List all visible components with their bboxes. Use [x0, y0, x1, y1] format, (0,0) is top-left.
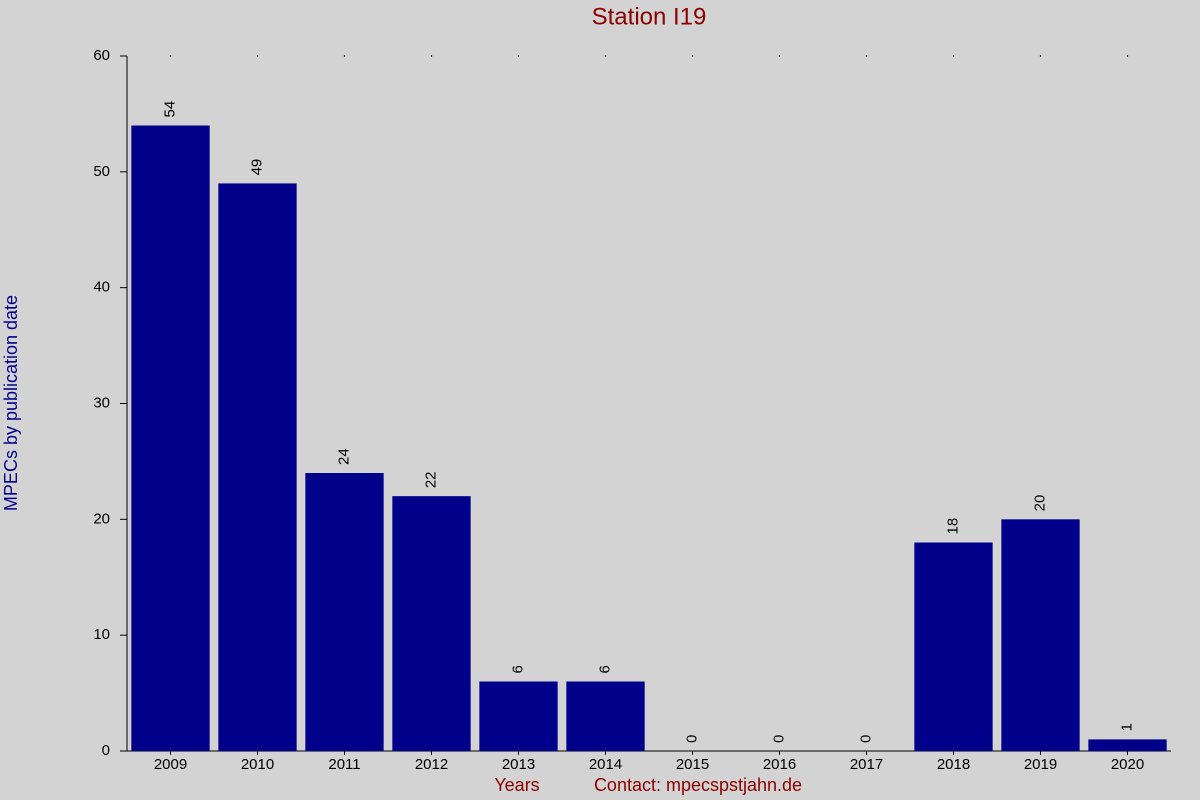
top-tick-dot	[343, 55, 346, 57]
top-tick-dot	[1039, 55, 1042, 57]
value-label: 24	[335, 448, 352, 465]
x-tick-label: 2009	[154, 756, 187, 773]
y-tick-label: 40	[93, 279, 110, 296]
y-axis-label: MPECs by publication date	[1, 295, 21, 511]
y-tick-label: 60	[93, 47, 110, 64]
value-label: 18	[944, 518, 961, 535]
x-tick-label: 2014	[589, 756, 622, 773]
y-tick-label: 20	[93, 510, 110, 527]
value-label: 1	[1118, 723, 1135, 731]
x-tick-label: 2012	[415, 756, 448, 773]
bar	[914, 542, 993, 751]
top-tick-dot	[430, 55, 433, 57]
x-tick-label: 2019	[1024, 756, 1057, 773]
value-label: 0	[683, 735, 700, 743]
bar	[1088, 739, 1167, 751]
chart-title: Station I19	[592, 3, 707, 30]
value-label: 54	[161, 101, 178, 118]
x-axis-label: Years	[494, 775, 539, 795]
bar	[1001, 519, 1080, 751]
x-tick-label: 2020	[1111, 756, 1144, 773]
x-tick-label: 2010	[241, 756, 274, 773]
y-tick-label: 0	[102, 742, 110, 759]
top-tick-dot	[256, 55, 259, 57]
top-tick-dot	[169, 55, 172, 57]
value-label: 6	[509, 665, 526, 673]
x-tick-label: 2017	[850, 756, 883, 773]
bar	[131, 125, 210, 751]
value-label: 0	[857, 735, 874, 743]
footer: Contact: mpecspstjahn.de	[594, 775, 802, 795]
x-tick-label: 2018	[937, 756, 970, 773]
x-tick-label: 2011	[328, 756, 360, 773]
bar	[392, 496, 471, 751]
top-tick-dot	[865, 55, 868, 57]
top-tick-dot	[517, 55, 520, 57]
y-tick-label: 30	[93, 394, 110, 411]
value-label: 49	[248, 159, 265, 176]
y-tick-label: 10	[93, 626, 110, 643]
bar	[305, 473, 384, 751]
bar	[479, 681, 558, 751]
value-label: 6	[596, 665, 613, 673]
y-tick-label: 50	[93, 163, 110, 180]
x-tick-label: 2013	[502, 756, 535, 773]
top-tick-dot	[952, 55, 955, 57]
top-tick-dot	[691, 55, 694, 57]
bar	[218, 183, 297, 751]
x-tick-label: 2015	[676, 756, 709, 773]
bar	[566, 681, 645, 751]
top-tick-dot	[604, 55, 607, 57]
top-tick-dot	[778, 55, 781, 57]
value-label: 20	[1031, 495, 1048, 512]
value-label: 0	[770, 735, 787, 743]
value-label: 22	[422, 471, 439, 488]
top-tick-dot	[1126, 55, 1129, 57]
x-tick-label: 2016	[763, 756, 796, 773]
